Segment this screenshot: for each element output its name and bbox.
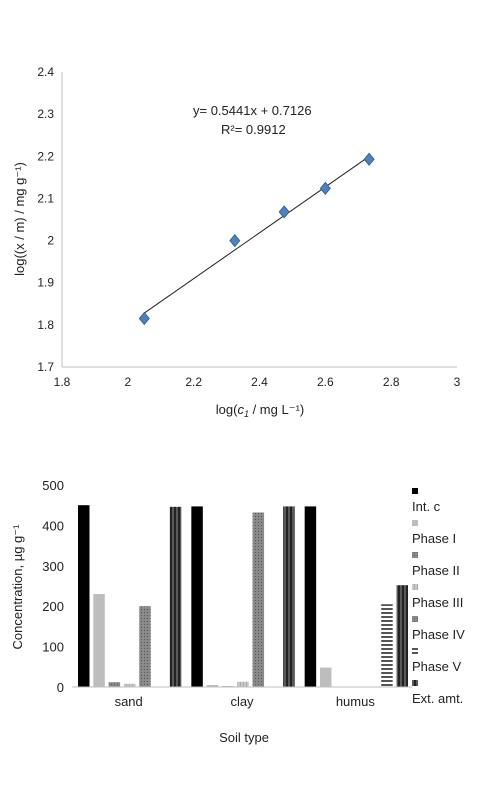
scatter-x-tick-label: 3: [454, 375, 461, 389]
scatter-y-tick-label: 1.8: [37, 318, 54, 332]
bar-sand-series-2: [108, 682, 121, 687]
scatter-x-tick-label: 2.2: [185, 375, 202, 389]
scatter-x-tick-label: 2.4: [251, 375, 268, 389]
bar-humus-series-5: [381, 604, 393, 687]
bar-y-axis-label: Concentration, µg g⁻¹: [10, 524, 25, 650]
bar-legend: Int. c Phase I Phase II Phase III Phase IV Ph…: [412, 488, 465, 706]
scatter-point-marker: [138, 311, 150, 326]
bar-y-tick-labels: 0 100 200 300 400 500: [42, 478, 64, 695]
scatter-r2-label: R²= 0.9912: [221, 122, 286, 137]
legend-label: Phase IV: [412, 627, 465, 642]
bar-sand-series-4: [139, 606, 151, 687]
scatter-x-tick-label: 2.6: [317, 375, 334, 389]
bar-sand-series-3: [123, 683, 136, 687]
scatter-x-label-prefix: log(: [216, 402, 238, 417]
bar-y-tick-label: 100: [42, 640, 64, 655]
scatter-point-marker: [319, 181, 331, 195]
bar-sand-series-1: [93, 594, 105, 687]
scatter-x-tick-labels: 1.8 2 2.2 2.4 2.6 2.8 3: [54, 375, 461, 389]
scatter-chart: 1.71.81.922.12.22.32.4 1.8 2 2.2 2.4 2.6 2.8 3…: [12, 65, 461, 419]
scatter-x-label-suffix: / mg L⁻¹): [249, 402, 304, 417]
bar-sand-series-0: [78, 505, 90, 687]
legend-swatch: [412, 648, 418, 654]
scatter-y-tick-label: 2.3: [37, 107, 54, 121]
legend-swatch: [412, 552, 418, 558]
scatter-x-tick-label: 2.8: [383, 375, 400, 389]
bar-chart: 0 100 200 300 400 500 sand clay humus Int. c Pha…: [10, 478, 465, 745]
scatter-y-tick-label: 1.9: [37, 276, 54, 290]
legend-swatch: [412, 488, 418, 494]
bar-humus-series-6: [396, 585, 408, 687]
legend-label: Phase V: [412, 659, 461, 674]
bar-humus-series-1: [319, 667, 332, 687]
legend-label: Phase I: [412, 531, 456, 546]
bar-y-tick-label: 0: [57, 680, 64, 695]
bar-clay-series-3: [237, 681, 249, 687]
bar-category-label: humus: [336, 694, 376, 709]
scatter-x-label-sub: 1: [244, 409, 249, 419]
bar-humus-series-0: [304, 506, 317, 687]
scatter-equation-label: y= 0.5441x + 0.7126: [193, 103, 312, 118]
bar-category-label: sand: [115, 694, 143, 709]
scatter-points: [138, 152, 375, 326]
scatter-y-axis-label: log((x / m) / mg g⁻¹): [12, 162, 27, 276]
scatter-y-tick-label: 2.4: [37, 65, 54, 79]
scatter-x-axis-label: log(c1 / mg L⁻¹): [216, 402, 304, 419]
scatter-y-tick-label: 2.1: [37, 191, 54, 205]
scatter-point-marker: [278, 205, 290, 219]
legend-swatch: [412, 584, 418, 590]
bar-x-axis-label: Soil type: [219, 730, 269, 745]
legend-label: Phase III: [412, 595, 463, 610]
legend-swatch: [412, 520, 418, 526]
legend-label: Phase II: [412, 563, 460, 578]
bar-clay-series-1: [206, 684, 219, 687]
bar-y-tick-label: 300: [42, 559, 64, 574]
bar-clay-series-4: [252, 512, 265, 687]
scatter-point-marker: [229, 233, 241, 248]
bar-y-tick-label: 200: [42, 599, 64, 614]
scatter-y-tick-label: 1.7: [37, 360, 54, 374]
bar-y-tick-label: 400: [42, 518, 64, 533]
legend-swatch: [412, 616, 418, 622]
scatter-y-tick-label: 2: [47, 234, 54, 248]
bar-x-tick-labels: sand clay humus: [115, 694, 376, 709]
bar-clay-series-0: [191, 506, 203, 687]
legend-swatch: [412, 680, 418, 686]
scatter-trendline: [144, 156, 370, 314]
legend-label: Ext. amt.: [412, 691, 463, 706]
scatter-y-tick-label: 2.2: [37, 149, 54, 163]
bar-category-label: clay: [230, 694, 254, 709]
bar-clay-series-6: [283, 506, 295, 687]
scatter-x-tick-label: 1.8: [54, 375, 71, 389]
scatter-y-tick-labels: 1.7 1.8 1.9 2 2.1 2.2 2.3 2.4: [37, 65, 54, 374]
bar-marks: [78, 505, 408, 687]
scatter-x-label-var: c: [237, 402, 244, 417]
scatter-point-marker: [363, 152, 375, 166]
bar-sand-series-6: [169, 506, 182, 687]
legend-label: Int. c: [412, 499, 441, 514]
scatter-x-tick-label: 2: [124, 375, 131, 389]
bar-y-tick-label: 500: [42, 478, 64, 493]
